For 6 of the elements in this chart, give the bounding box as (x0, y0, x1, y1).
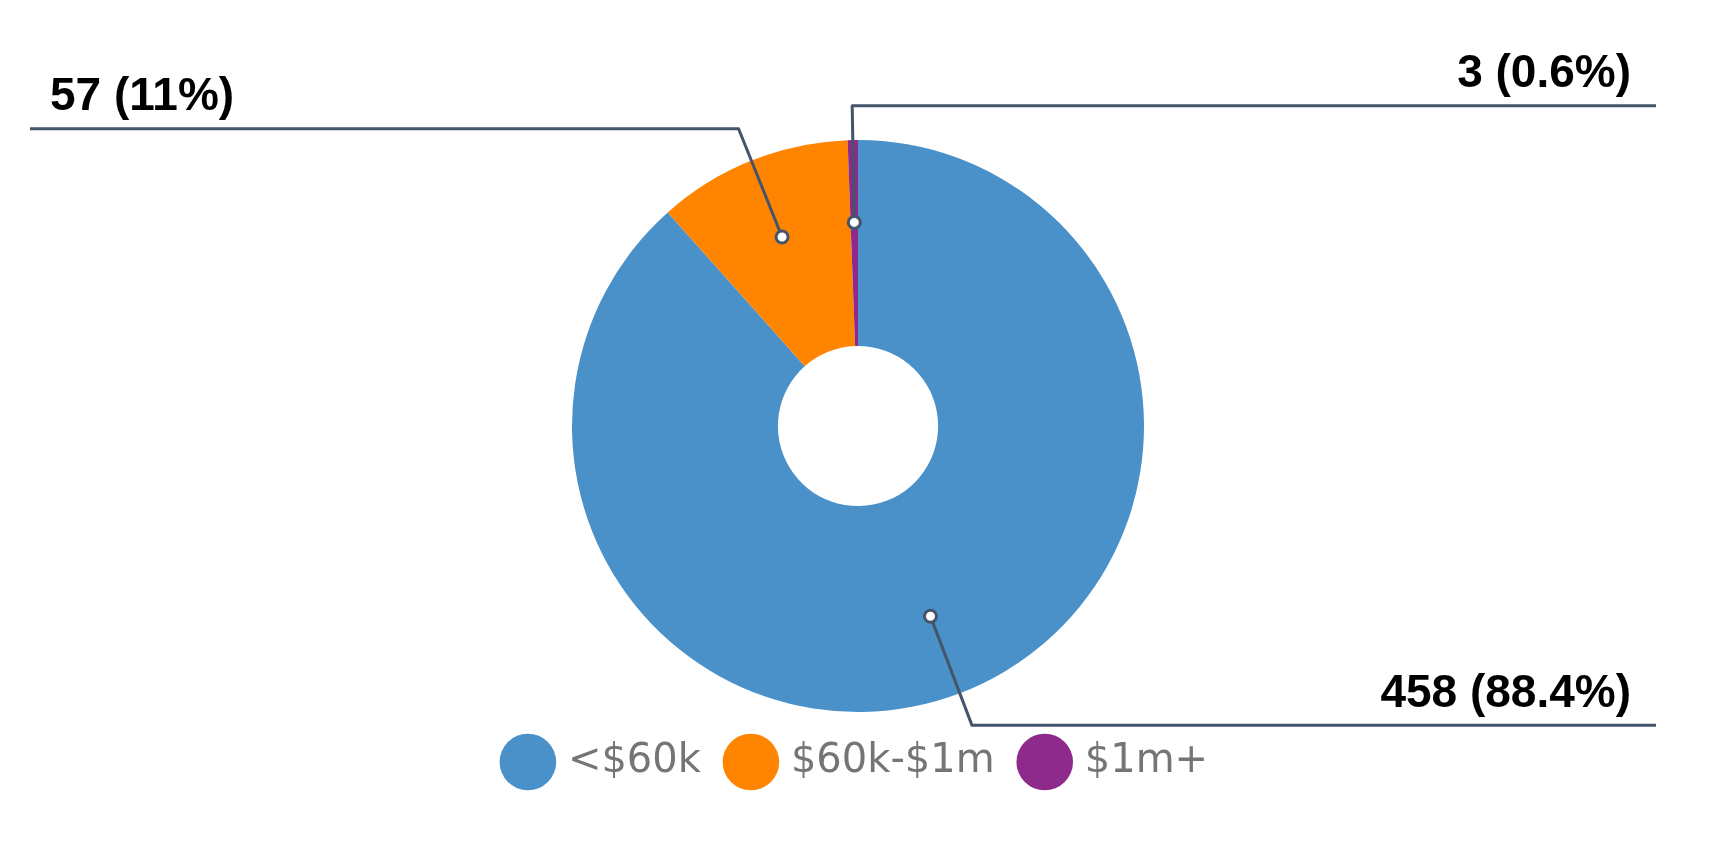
legend-label: <$60k (567, 735, 702, 782)
data-label: 3 (0.6%) (1457, 45, 1631, 98)
data-label: 57 (11%) (50, 68, 235, 121)
data-label: 458 (88.4%) (1380, 665, 1631, 718)
legend-label: $60k-$1m (790, 735, 995, 782)
legend-label: $1m+ (1084, 735, 1209, 782)
